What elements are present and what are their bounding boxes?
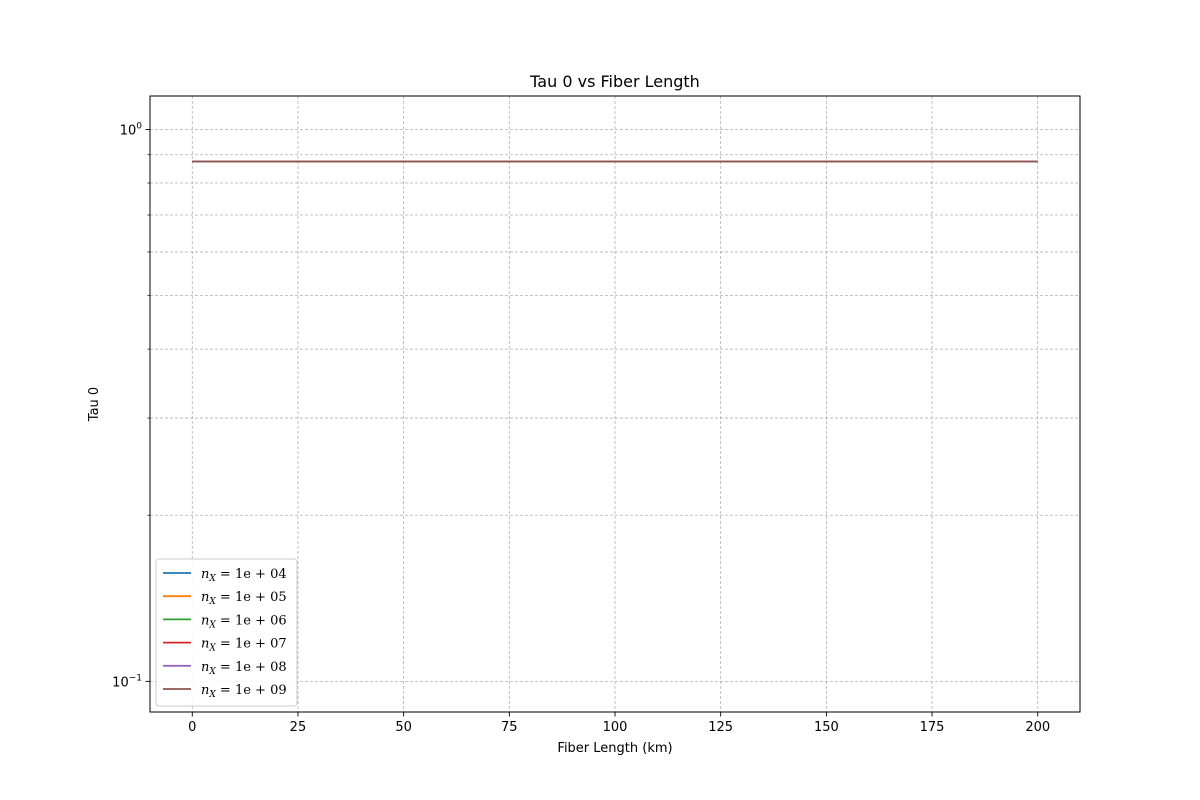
x-tick-label: 175 bbox=[920, 720, 945, 735]
x-tick-label: 150 bbox=[814, 720, 839, 735]
legend-label: nX = 1e + 05 bbox=[201, 590, 287, 607]
y-tick-label: 100 bbox=[120, 121, 143, 138]
x-tick-label: 100 bbox=[603, 720, 628, 735]
legend-label: nX = 1e + 09 bbox=[201, 683, 287, 700]
legend-label: nX = 1e + 08 bbox=[201, 660, 287, 677]
y-axis-label: Tau 0 bbox=[87, 387, 102, 422]
legend-label: nX = 1e + 07 bbox=[201, 637, 287, 654]
legend-box bbox=[155, 558, 298, 707]
x-tick-label: 50 bbox=[395, 720, 412, 735]
grid bbox=[150, 96, 1080, 712]
x-tick-label: 0 bbox=[188, 720, 196, 735]
x-axis-ticks: 0 25 50 75 100 125 150 175 200 bbox=[188, 712, 1050, 735]
legend-label: nX = 1e + 04 bbox=[201, 567, 287, 584]
x-tick-label: 200 bbox=[1025, 720, 1050, 735]
x-axis-label: Fiber Length (km) bbox=[557, 741, 672, 756]
x-tick-label: 25 bbox=[290, 720, 307, 735]
x-tick-label: 125 bbox=[708, 720, 733, 735]
legend-label: nX = 1e + 06 bbox=[201, 613, 287, 630]
x-tick-label: 75 bbox=[501, 720, 518, 735]
y-tick-label: 10−1 bbox=[112, 673, 142, 690]
y-axis-ticks: 100 10−1 bbox=[112, 121, 150, 690]
legend: nX = 1e + 04 nX = 1e + 05 nX = 1e + 06 nX =… bbox=[155, 558, 298, 707]
chart-title: Tau 0 vs Fiber Length bbox=[529, 72, 700, 91]
